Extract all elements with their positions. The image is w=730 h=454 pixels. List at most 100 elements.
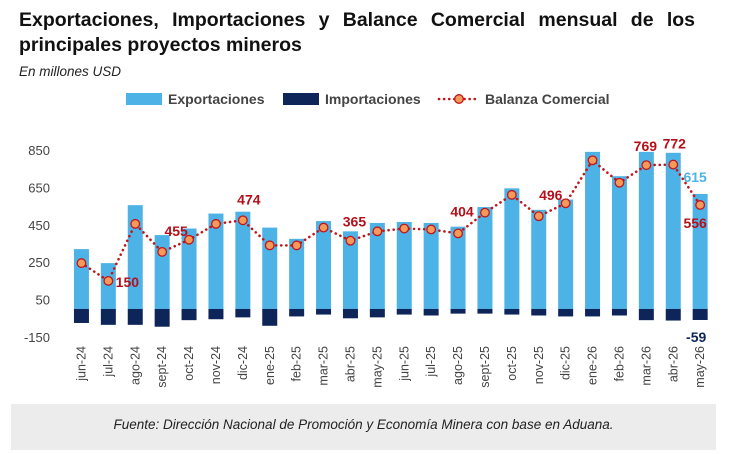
balance-point xyxy=(157,246,168,257)
balance-point xyxy=(426,224,437,235)
import-bar xyxy=(585,308,601,317)
data-label: 615 xyxy=(683,169,707,185)
balance-point xyxy=(291,240,302,251)
data-label: 150 xyxy=(116,274,140,290)
x-tick-label: ene-26 xyxy=(586,346,600,385)
x-tick-label: oct-25 xyxy=(505,346,519,381)
x-tick-label: abr-25 xyxy=(343,346,357,382)
import-bar xyxy=(665,308,681,321)
balance-point xyxy=(318,222,329,233)
import-bar xyxy=(262,308,278,326)
legend-swatch-imports xyxy=(283,93,319,105)
import-bar xyxy=(127,308,143,325)
x-tick-label: jul-24 xyxy=(101,346,115,378)
export-bar xyxy=(558,199,574,309)
balance-point xyxy=(103,275,114,286)
export-bar xyxy=(396,221,412,309)
import-bar xyxy=(100,308,116,325)
y-tick-label: 50 xyxy=(36,293,50,308)
legend-label-imports: Importaciones xyxy=(325,91,421,107)
balance-point xyxy=(560,198,571,209)
export-bar xyxy=(692,193,708,309)
balance-point xyxy=(372,226,383,237)
export-bar xyxy=(531,209,547,309)
balance-point xyxy=(480,207,490,218)
data-label: 474 xyxy=(237,191,261,207)
export-bar xyxy=(181,228,197,309)
data-label: 496 xyxy=(539,187,563,203)
balance-point xyxy=(184,234,195,245)
export-bar xyxy=(638,151,654,309)
import-bar xyxy=(73,308,89,323)
import-bar xyxy=(638,308,654,321)
balance-point xyxy=(641,160,652,171)
x-tick-label: sept-24 xyxy=(155,346,169,388)
export-bar xyxy=(450,226,466,309)
export-bar xyxy=(423,222,439,309)
x-tick-label: jun-25 xyxy=(397,346,411,382)
y-tick-label: -150 xyxy=(24,330,50,345)
balance-point xyxy=(506,189,517,200)
export-bar xyxy=(585,151,601,309)
combo-chart: -150 50 250 450 650 850 jun-24 jul-24 ago-24 sept… xyxy=(24,91,708,388)
import-bar xyxy=(692,308,708,320)
legend-label-exports: Exportaciones xyxy=(168,91,265,107)
data-label: 365 xyxy=(343,214,367,230)
export-bar xyxy=(73,249,89,309)
balance-point xyxy=(668,159,679,170)
chart-subtitle: En millones USD xyxy=(19,64,122,79)
export-bar xyxy=(369,222,385,309)
legend-label-balance: Balanza Comercial xyxy=(485,91,610,107)
x-tick-label: feb-26 xyxy=(612,346,626,381)
export-bar xyxy=(611,176,627,309)
balance-point xyxy=(587,155,598,166)
export-bar xyxy=(504,188,520,309)
y-tick-label: 450 xyxy=(28,218,50,233)
import-bar xyxy=(342,308,358,319)
export-bar xyxy=(100,263,116,309)
balance-point xyxy=(237,215,248,226)
import-bar xyxy=(289,308,305,317)
data-label: 772 xyxy=(663,136,687,152)
import-bar xyxy=(477,308,493,314)
balance-point xyxy=(453,228,464,239)
x-tick-label: jun-24 xyxy=(74,346,88,382)
x-tick-label: abr-26 xyxy=(666,346,680,382)
x-tick-label: oct-24 xyxy=(182,346,196,381)
y-tick-label: 250 xyxy=(28,255,50,270)
data-label: 769 xyxy=(634,138,658,154)
x-tick-label: mar-26 xyxy=(639,346,653,386)
import-bar xyxy=(316,308,332,315)
import-bar xyxy=(369,308,385,318)
export-bar xyxy=(208,213,224,309)
x-tick-label: sept-25 xyxy=(478,346,492,388)
export-bar xyxy=(235,211,251,309)
export-bar xyxy=(477,207,493,309)
legend-swatch-exports xyxy=(126,93,162,105)
balance-point xyxy=(130,218,141,229)
balance-point xyxy=(399,223,410,234)
balance-point xyxy=(345,235,356,246)
x-tick-label: may-26 xyxy=(693,346,707,388)
import-bar xyxy=(181,308,197,321)
import-bar xyxy=(423,308,439,316)
import-bar xyxy=(396,308,412,315)
data-label: 556 xyxy=(683,215,707,231)
x-tick-label: dic-25 xyxy=(559,346,573,380)
import-bar xyxy=(235,308,251,318)
legend-marker-balance xyxy=(454,94,464,104)
x-tick-label: feb-25 xyxy=(290,346,304,381)
data-label: -59 xyxy=(686,329,706,345)
export-bar xyxy=(665,152,681,309)
x-tick-label: ago-25 xyxy=(451,346,465,385)
chart-title: Exportaciones, Importaciones y Balance C… xyxy=(19,9,695,56)
import-bar xyxy=(450,308,466,314)
import-bar xyxy=(154,308,170,327)
y-tick-label: 650 xyxy=(28,180,50,195)
x-tick-label: jul-25 xyxy=(424,346,438,378)
data-label: 404 xyxy=(450,203,474,219)
balance-point xyxy=(614,177,625,188)
x-tick-label: nov-25 xyxy=(532,346,546,384)
import-bar xyxy=(504,308,520,315)
export-bar xyxy=(289,238,305,309)
